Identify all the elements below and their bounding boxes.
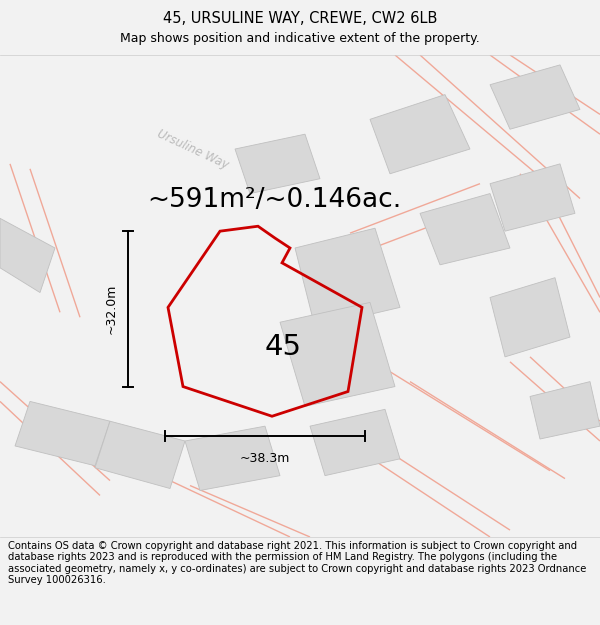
Polygon shape (295, 228, 400, 327)
Text: ~38.3m: ~38.3m (240, 452, 290, 465)
Text: ~591m²/~0.146ac.: ~591m²/~0.146ac. (147, 188, 401, 214)
Polygon shape (235, 134, 320, 194)
Text: 45: 45 (265, 333, 302, 361)
Text: Contains OS data © Crown copyright and database right 2021. This information is : Contains OS data © Crown copyright and d… (8, 541, 586, 586)
Text: ~32.0m: ~32.0m (105, 284, 118, 334)
Polygon shape (95, 421, 185, 489)
Text: Ursuline Way: Ursuline Way (155, 127, 231, 171)
Polygon shape (280, 302, 395, 406)
Polygon shape (185, 426, 280, 491)
Text: Map shows position and indicative extent of the property.: Map shows position and indicative extent… (120, 32, 480, 45)
Polygon shape (530, 382, 600, 439)
Polygon shape (310, 409, 400, 476)
Polygon shape (370, 94, 470, 174)
Text: 45, URSULINE WAY, CREWE, CW2 6LB: 45, URSULINE WAY, CREWE, CW2 6LB (163, 11, 437, 26)
Polygon shape (420, 194, 510, 265)
Polygon shape (15, 401, 110, 466)
Polygon shape (490, 164, 575, 231)
Polygon shape (490, 65, 580, 129)
Polygon shape (0, 218, 55, 292)
Polygon shape (490, 278, 570, 357)
